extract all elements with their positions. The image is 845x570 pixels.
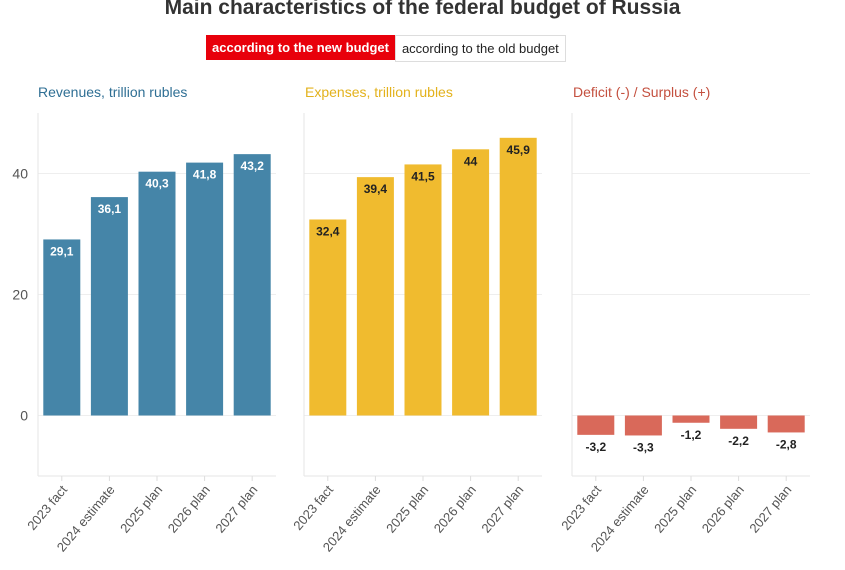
bar [90, 197, 128, 416]
bar [624, 415, 662, 436]
x-tick-label: 2027 plan [212, 482, 260, 535]
bar [499, 137, 537, 416]
bar [720, 415, 758, 429]
data-label: 39,4 [364, 182, 388, 196]
data-label: 41,5 [411, 169, 435, 183]
bar [356, 177, 394, 416]
data-label: 32,4 [316, 224, 340, 238]
data-label: -2,8 [776, 437, 797, 451]
data-label: 43,2 [241, 159, 265, 173]
x-tick-label: 2023 fact [24, 482, 70, 533]
y-tick-label: 20 [12, 287, 28, 303]
y-tick-label: 0 [20, 408, 28, 424]
bar [309, 219, 347, 416]
data-label: -1,2 [681, 428, 702, 442]
bar [577, 415, 615, 435]
x-tick-label: 2025 plan [651, 482, 699, 535]
bar [233, 154, 271, 416]
x-tick-label: 2026 plan [165, 482, 213, 535]
x-tick-label: 2027 plan [478, 482, 526, 535]
bar [43, 239, 81, 416]
bar [404, 164, 442, 416]
budget-toggle[interactable]: according to the new budget according to… [206, 35, 566, 62]
data-label: 36,1 [98, 202, 122, 216]
x-tick-label: 2025 plan [117, 482, 165, 535]
old-budget-button[interactable]: according to the old budget [394, 35, 566, 62]
bar [186, 162, 224, 416]
bar [672, 415, 710, 423]
x-tick-label: 2026 plan [431, 482, 479, 535]
data-label: 44 [464, 154, 478, 168]
bar [452, 149, 490, 416]
chart-title: Main characteristics of the federal budg… [164, 0, 681, 19]
data-label: 45,9 [507, 143, 531, 157]
data-label: 41,8 [193, 168, 217, 182]
data-label: -3,3 [633, 440, 654, 454]
deficit-title: Deficit (-) / Surplus (+) [573, 84, 711, 100]
data-label: -3,2 [585, 440, 606, 454]
expenses-title: Expenses, trillion rubles [305, 84, 453, 100]
x-tick-label: 2027 plan [746, 482, 794, 535]
x-tick-label: 2023 fact [558, 482, 604, 533]
x-tick-label: 2026 plan [699, 482, 747, 535]
data-label: -2,2 [728, 434, 749, 448]
x-tick-label: 2025 plan [383, 482, 431, 535]
x-tick-label: 2023 fact [290, 482, 336, 533]
y-tick-label: 40 [12, 166, 28, 182]
data-label: 29,1 [50, 244, 74, 258]
revenues-title: Revenues, trillion rubles [38, 84, 188, 100]
new-budget-button[interactable]: according to the new budget [206, 35, 395, 60]
bar [138, 171, 176, 416]
bar [767, 415, 805, 433]
data-label: 40,3 [145, 177, 169, 191]
